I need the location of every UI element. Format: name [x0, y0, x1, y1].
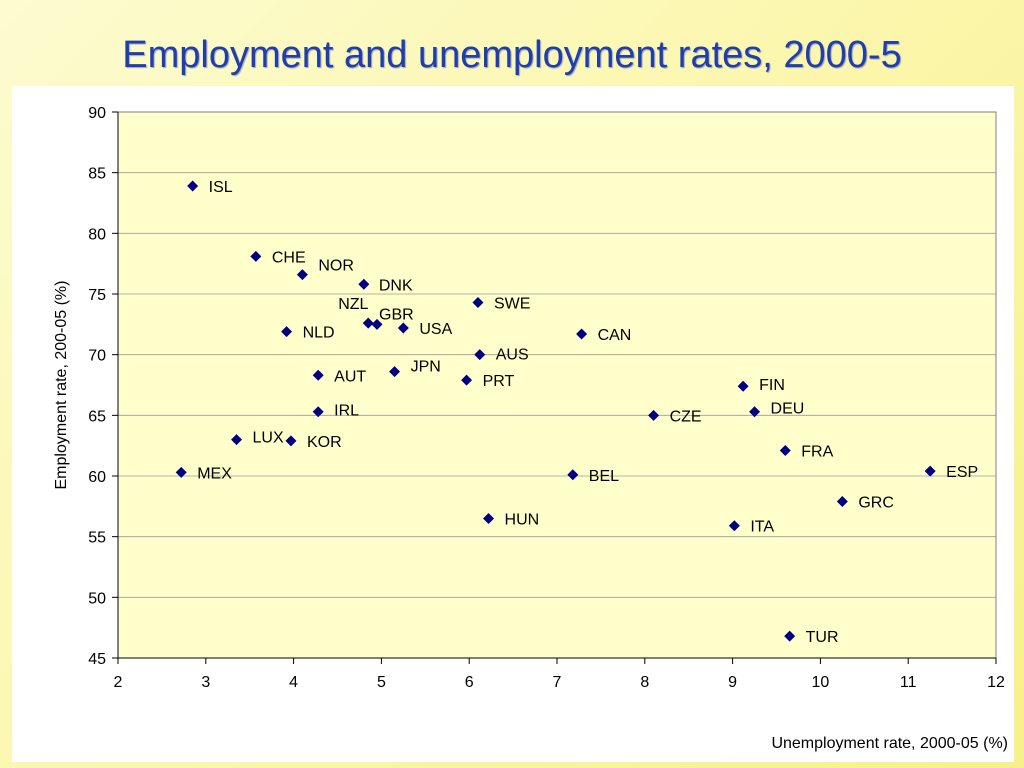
point-label-kor: KOR [307, 434, 342, 451]
point-labels: ISL CHE NOR DNK NZL GBR USA NLD SWE CAN AUS AUT JPN P… [197, 179, 978, 646]
point-label-prt: PRT [483, 373, 515, 390]
data-point-mex [175, 466, 187, 478]
y-tick-label: 60 [88, 469, 106, 486]
data-points [175, 180, 936, 642]
data-point-bel [567, 469, 579, 481]
data-point-fin [737, 380, 749, 392]
y-tick-label: 70 [88, 348, 106, 365]
data-point-prt [461, 374, 473, 386]
data-point-aut [312, 369, 324, 381]
x-tick-label: 8 [640, 674, 649, 691]
point-label-usa: USA [419, 321, 452, 338]
point-label-nor: NOR [318, 258, 354, 275]
x-tick-label: 7 [553, 674, 562, 691]
data-point-isl [187, 180, 199, 192]
data-point-nzl [362, 317, 374, 329]
point-label-cze: CZE [670, 408, 702, 425]
y-tick-label: 85 [88, 166, 106, 183]
x-tick-label: 4 [289, 674, 298, 691]
x-tick-label: 12 [987, 674, 1005, 691]
data-point-cze [648, 409, 660, 421]
data-point-jpn [389, 366, 401, 378]
y-tick-label: 80 [88, 226, 106, 243]
data-point-can [576, 328, 588, 340]
y-tick-label: 90 [88, 105, 106, 122]
point-label-nld: NLD [303, 325, 335, 342]
chart-panel: 45 50 55 60 65 70 75 80 85 90 2 3 4 5 6 7 8 9 10 11 12 ISL CH… [12, 86, 1014, 762]
plot-area [117, 111, 997, 659]
point-label-fra: FRA [801, 444, 833, 461]
point-label-deu: DEU [771, 401, 805, 418]
y-tick-label: 75 [88, 287, 106, 304]
data-point-irl [312, 406, 324, 418]
point-label-tur: TUR [806, 629, 839, 646]
point-label-fin: FIN [759, 377, 785, 394]
data-point-tur [784, 630, 796, 642]
x-tick-label: 5 [377, 674, 386, 691]
data-point-fra [779, 445, 791, 457]
data-point-deu [749, 406, 761, 418]
point-label-lux: LUX [253, 430, 284, 447]
data-point-kor [285, 435, 297, 447]
point-label-aut: AUT [334, 368, 366, 385]
point-label-aus: AUS [496, 347, 529, 364]
data-point-dnk [358, 278, 370, 290]
data-point-aus [474, 349, 486, 361]
x-tick-label: 3 [201, 674, 210, 691]
y-tick-label: 45 [88, 651, 106, 668]
point-label-hun: HUN [505, 511, 540, 528]
point-label-swe: SWE [494, 295, 530, 312]
point-label-jpn: JPN [411, 359, 441, 376]
data-point-nor [296, 269, 308, 281]
point-label-can: CAN [598, 327, 632, 344]
point-label-ita: ITA [750, 519, 774, 536]
point-label-irl: IRL [334, 403, 359, 420]
x-tick-label: 11 [900, 674, 917, 691]
x-tick-label: 6 [465, 674, 474, 691]
x-axis-title: Unemployment rate, 2000-05 (%) [771, 735, 1008, 752]
y-tick-label: 65 [88, 408, 106, 425]
point-label-bel: BEL [589, 468, 619, 485]
data-point-esp [924, 465, 936, 477]
data-point-grc [836, 495, 848, 507]
point-label-esp: ESP [946, 464, 978, 481]
point-label-che: CHE [272, 249, 306, 266]
point-label-mex: MEX [197, 465, 232, 482]
data-point-usa [397, 322, 409, 334]
point-label-isl: ISL [209, 179, 233, 196]
x-tick-label: 9 [728, 674, 737, 691]
data-point-nld [281, 326, 293, 338]
data-point-lux [231, 434, 243, 446]
gridlines [117, 111, 997, 659]
x-tick-label: 2 [114, 674, 123, 691]
slide-title: Employment and unemployment rates, 2000-… [122, 34, 902, 76]
data-point-swe [472, 296, 484, 308]
data-point-gbr [371, 318, 383, 330]
point-label-dnk: DNK [379, 277, 413, 294]
point-label-nzl: NZL [338, 296, 368, 313]
data-point-hun [483, 512, 495, 524]
point-label-gbr: GBR [379, 306, 414, 323]
x-tick-label: 10 [812, 674, 830, 691]
y-axis-title: Employment rate, 200-05 (%) [53, 281, 70, 490]
data-point-ita [728, 520, 740, 532]
y-tick-label: 55 [88, 530, 106, 547]
data-point-che [250, 250, 262, 262]
y-tick-label: 50 [88, 590, 106, 607]
point-label-grc: GRC [858, 494, 894, 511]
